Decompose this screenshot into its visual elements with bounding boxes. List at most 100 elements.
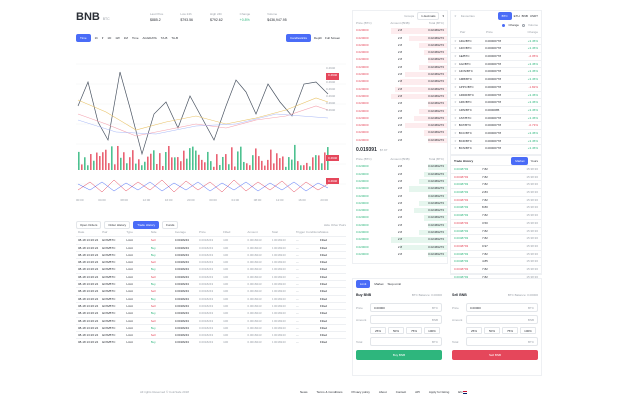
language-select[interactable]: EN [458, 390, 468, 394]
interval-time-button[interactable]: Time [76, 34, 91, 42]
table-row[interactable]: 08-18 13:26:24 EOS/BTC Limit Sell 0.0018243 0… [76, 236, 346, 243]
sell-percent-75-button[interactable]: 75% [502, 327, 518, 334]
star-icon[interactable]: ★ [454, 61, 457, 66]
chevron-down-icon[interactable]: ▾ [442, 13, 444, 18]
pair-row[interactable]: ★ BCD/BTC 0.00000778 +3.45% [451, 136, 541, 145]
star-icon[interactable]: ★ [454, 138, 457, 143]
order-book-row[interactable]: 0.020000 2.8 0.02469273 [353, 171, 447, 178]
pair-row[interactable]: ★ ARN/BTC 0.0000085 +3.45% [451, 105, 541, 114]
pair-row[interactable]: ★ BAT/BTC 0.00000778 -0.73% [451, 121, 541, 129]
groups-select[interactable]: 1 decimals [417, 11, 440, 20]
order-book-row[interactable]: 0.020000 2.8 0.02469273 [353, 27, 447, 34]
order-book-row[interactable]: 0.020000 2.8 0.02469273 [353, 244, 447, 251]
interval-1h-button[interactable]: 1h [94, 36, 98, 40]
candlesticks-tab[interactable]: Candlesticks [286, 34, 312, 42]
order-book-row[interactable]: 0.020000 2.8 0.02469273 [353, 78, 447, 85]
order-book-row[interactable]: 0.020000 2.8 0.02469273 [353, 86, 447, 93]
star-icon[interactable]: ★ [454, 115, 457, 120]
star-icon[interactable]: ★ [454, 69, 457, 74]
pair-row[interactable]: ★ ADA/BTC 0.00000778 +3.45% [451, 36, 541, 45]
star-icon[interactable]: ★ [454, 92, 457, 97]
buy-percent-50-button[interactable]: 50% [388, 327, 404, 334]
pair-row[interactable]: ★ ARK/BTC 0.00000778 +3.45% [451, 98, 541, 106]
indicator-agg-button[interactable]: AGGDATA [142, 36, 157, 40]
order-book-row[interactable]: 0.020000 2.8 0.02469273 [353, 122, 447, 129]
order-book-row[interactable]: 0.020000 2.8 0.02469273 [353, 100, 447, 107]
depth-tab[interactable]: Depth [314, 36, 323, 40]
pair-row[interactable]: ★ APPC/BTC 0.00000778 -1.82% [451, 82, 541, 91]
sell-price-input[interactable]: 0.00000 BTC [466, 303, 538, 312]
volume-label[interactable]: Volume [527, 23, 538, 27]
table-row[interactable]: 08-18 13:26:24 EOS/BTC Limit Buy 0.0018243 0.… [76, 338, 346, 345]
buy-percent-100-button[interactable]: 100% [424, 327, 440, 334]
buy-price-input[interactable]: 0.00000 BTC [370, 303, 442, 312]
order-book-row[interactable]: 0.020000 2.8 0.02469273 [353, 93, 447, 100]
table-row[interactable]: 08-18 13:26:24 EOS/BTC Limit Buy 0.0018243 0.… [76, 309, 346, 316]
table-row[interactable]: 08-18 13:26:24 EOS/BTC Limit Buy 0.0018243 0.… [76, 294, 346, 302]
hide-other-pairs-toggle[interactable]: Hide Other Pairs [323, 223, 346, 227]
change-label[interactable]: Change [508, 23, 519, 27]
buy-percent-75-button[interactable]: 75% [406, 327, 422, 334]
star-icon[interactable]: ★ [454, 107, 457, 112]
footer-link-news[interactable]: News [300, 390, 308, 394]
interval-1w-button[interactable]: 1W [115, 36, 120, 40]
star-icon[interactable]: ★ [454, 146, 457, 151]
market-tab-bnb[interactable]: BNB [521, 14, 528, 18]
sell-button[interactable]: Sell BNB [452, 350, 538, 360]
star-icon[interactable]: ★ [454, 54, 457, 59]
sell-percent-25-button[interactable]: 25% [466, 327, 482, 334]
footer-link-privacy[interactable]: Privacy policy [351, 390, 370, 394]
tab-open-orders[interactable]: Open Orders [76, 221, 102, 229]
interval-time2-button[interactable]: Time [131, 36, 139, 40]
indicator-tab2-button[interactable]: TA-B [171, 36, 178, 40]
star-icon[interactable]: ★ [454, 46, 457, 51]
star-icon[interactable]: ★ [454, 38, 457, 43]
star-icon[interactable]: ★ [454, 123, 457, 128]
footer-link-terms[interactable]: Terms & Conditions [316, 390, 343, 394]
star-icon[interactable]: ★ [454, 130, 457, 135]
table-row[interactable]: 08-18 13:26:24 EOS/BTC Limit Sell 0.0018243 0… [76, 316, 346, 324]
pair-row[interactable]: ★ AMB/BTC 0.00000778 +3.45% [451, 75, 541, 83]
market-tab-usdt[interactable]: USDT [529, 14, 538, 18]
order-book-row[interactable]: 0.020000 2.8 0.02469273 [353, 108, 447, 115]
sell-percent-50-button[interactable]: 50% [484, 327, 500, 334]
volume-radio[interactable] [521, 23, 525, 27]
table-row[interactable]: 08-18 13:26:24 EOS/BTC Limit Sell 0.0018243 0… [76, 258, 346, 265]
chevron-down-icon[interactable]: ▾ [101, 36, 104, 40]
order-book-row[interactable]: 0.020000 2.8 0.02469273 [353, 42, 447, 49]
interval-1d-button[interactable]: 1D [107, 36, 112, 40]
fullscreen-button[interactable]: Full Screen [325, 36, 341, 40]
order-book-row[interactable]: 0.020000 2.8 0.02469273 [353, 49, 447, 56]
order-book-row[interactable]: 0.020000 2.8 0.02469273 [353, 229, 447, 236]
pair-row[interactable]: ★ ARDR/BTC 0.00000778 +3.45% [451, 90, 541, 99]
price-chart[interactable] [76, 44, 346, 208]
change-radio[interactable] [502, 23, 506, 27]
order-book-row[interactable]: 0.020000 2.8 0.02469273 [353, 236, 447, 243]
table-row[interactable]: 08-18 13:26:24 EOS/BTC Limit Buy 0.0018243 0.… [76, 265, 346, 272]
order-book-row[interactable]: 0.020000 2.8 0.02469273 [353, 163, 447, 170]
order-book-row[interactable]: 0.020000 2.8 0.02469273 [353, 185, 447, 192]
table-row[interactable]: 08-18 13:26:24 EOS/BTC Limit Sell 0.0018243 0… [76, 301, 346, 309]
order-book-row[interactable]: 0.020000 2.8 0.02469273 [353, 200, 447, 207]
tab-market-trades[interactable]: Market [511, 156, 529, 165]
buy-amount-input[interactable]: BNB [370, 315, 442, 324]
tab-your-trades[interactable]: Yours [530, 158, 538, 163]
order-book-row[interactable]: 0.020000 2.8 0.02469273 [353, 222, 447, 229]
pair-row[interactable]: ★ AGI/BTC 0.00000778 +3.45% [451, 59, 541, 68]
table-row[interactable]: 08-18 13:26:24 EOS/BTC Limit Buy 0.0018243 0.… [76, 243, 346, 251]
order-book-row[interactable]: 0.020000 2.8 0.02469273 [353, 64, 447, 71]
star-icon[interactable]: ★ [454, 100, 457, 105]
pair-row[interactable]: ★ BCC/BTC 0.00000778 +3.45% [451, 128, 541, 137]
interval-1m-button[interactable]: 1M [123, 36, 128, 40]
order-book-row[interactable]: 0.020000 2.8 0.02469273 [353, 178, 447, 185]
buy-total-input[interactable]: BTC [370, 337, 442, 346]
market-tab-btc[interactable]: BTC [497, 12, 512, 20]
indicator-tab1-button[interactable]: TA-B [160, 36, 168, 40]
buy-percent-25-button[interactable]: 25% [370, 327, 386, 334]
order-book-row[interactable]: 0.020000 2.8 0.02469273 [353, 207, 447, 214]
order-book-row[interactable]: 0.020000 2.8 0.02469273 [353, 115, 447, 122]
pair-row[interactable]: ★ BCN/BTC 0.00000778 +3.45% [451, 144, 541, 152]
table-row[interactable]: 08-18 13:26:24 EOS/BTC Limit Sell 0.0018243 0… [76, 287, 346, 294]
tab-order-history[interactable]: Order History [104, 221, 131, 229]
pair-row[interactable]: ★ AST/BTC 0.00000778 +3.45% [451, 113, 541, 122]
